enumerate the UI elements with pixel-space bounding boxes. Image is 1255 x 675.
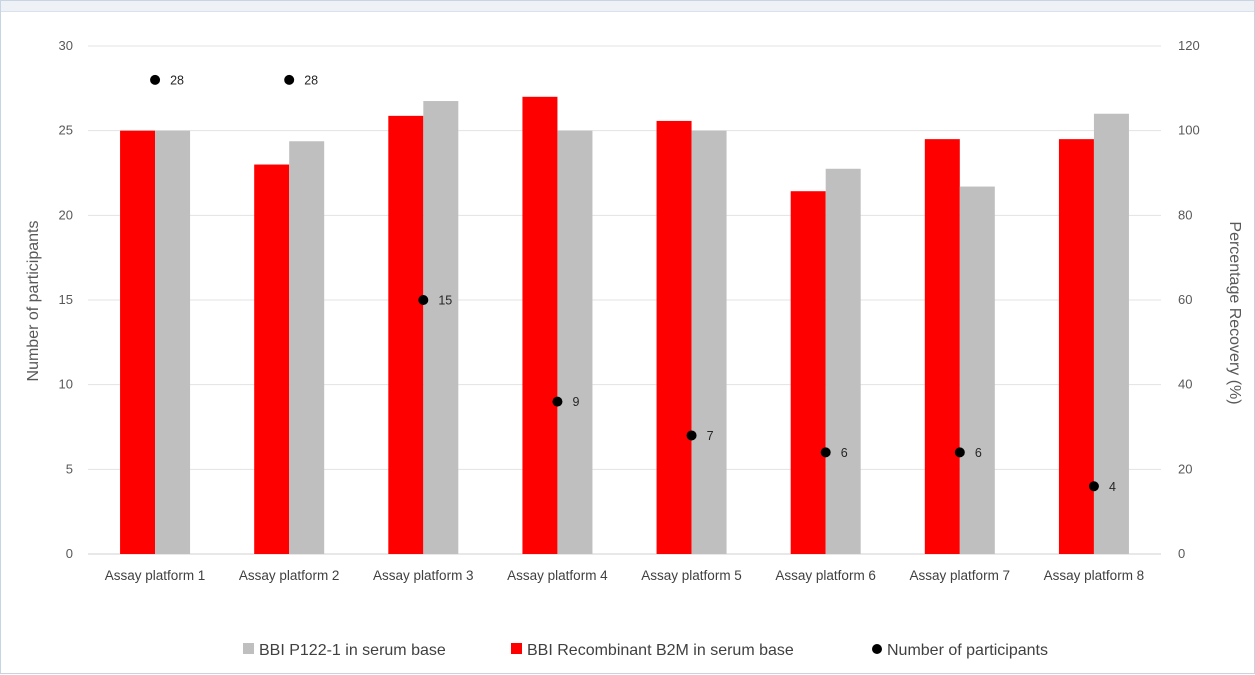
bar-recombinant-b2m bbox=[924, 139, 960, 554]
category-label: Assay platform 5 bbox=[641, 568, 742, 583]
participant-point bbox=[686, 430, 697, 441]
bar-recombinant-b2m bbox=[388, 115, 424, 554]
participant-data-label: 6 bbox=[841, 446, 848, 460]
right-axis-ticks: 0 20 40 60 80 100 120 bbox=[1178, 38, 1200, 561]
legend-marker-participants bbox=[872, 644, 882, 654]
bar-recombinant-b2m bbox=[656, 120, 692, 555]
left-axis-ticks: 0 5 10 15 20 25 30 bbox=[59, 38, 73, 561]
legend-label: BBI Recombinant B2M in serum base bbox=[527, 642, 794, 659]
bar-series bbox=[120, 96, 1129, 555]
participant-point bbox=[1088, 481, 1099, 492]
category-label: Assay platform 8 bbox=[1044, 568, 1145, 583]
left-tick-label: 15 bbox=[59, 292, 73, 307]
participant-data-label: 4 bbox=[1109, 480, 1116, 494]
participant-point bbox=[150, 74, 161, 85]
bar-p122-1 bbox=[557, 130, 593, 554]
legend: BBI P122-1 in serum base BBI Recombinant … bbox=[243, 642, 1048, 659]
participant-data-label: 28 bbox=[304, 73, 318, 87]
right-tick-label: 60 bbox=[1178, 292, 1192, 307]
bar-recombinant-b2m bbox=[120, 130, 156, 554]
category-label: Assay platform 2 bbox=[239, 568, 340, 583]
category-label: Assay platform 4 bbox=[507, 568, 608, 583]
bar-p122-1 bbox=[1093, 113, 1129, 554]
participant-markers: 28 28 15 9 7 6 6 4 bbox=[150, 73, 1116, 494]
category-label: Assay platform 1 bbox=[105, 568, 206, 583]
bar-recombinant-b2m bbox=[790, 191, 826, 554]
participant-point bbox=[820, 447, 831, 458]
right-tick-label: 40 bbox=[1178, 377, 1192, 392]
participant-point bbox=[284, 74, 295, 85]
bar-recombinant-b2m bbox=[1058, 139, 1094, 554]
legend-swatch bbox=[243, 643, 254, 654]
gridlines bbox=[88, 45, 1161, 555]
right-tick-label: 20 bbox=[1178, 461, 1192, 476]
participant-data-label: 15 bbox=[438, 294, 452, 308]
legend-label: Number of participants bbox=[887, 642, 1048, 659]
left-axis-title: Number of participants bbox=[25, 221, 42, 382]
bar-recombinant-b2m bbox=[254, 164, 290, 555]
right-tick-label: 0 bbox=[1178, 546, 1185, 561]
category-label: Assay platform 7 bbox=[910, 568, 1011, 583]
participant-data-label: 7 bbox=[707, 429, 714, 443]
frame-top-border bbox=[1, 1, 1254, 12]
category-label: Assay platform 6 bbox=[775, 568, 876, 583]
category-labels: Assay platform 1 Assay platform 2 Assay pl… bbox=[105, 568, 1144, 583]
participant-point bbox=[418, 295, 429, 305]
left-tick-label: 0 bbox=[66, 546, 73, 561]
bar-p122-1 bbox=[691, 130, 727, 554]
bar-p122-1 bbox=[959, 186, 995, 554]
left-tick-label: 30 bbox=[59, 38, 73, 53]
left-tick-label: 10 bbox=[59, 377, 73, 392]
left-tick-label: 20 bbox=[59, 207, 73, 222]
right-tick-label: 80 bbox=[1178, 207, 1192, 222]
participant-point bbox=[954, 447, 965, 458]
legend-label: BBI P122-1 in serum base bbox=[259, 642, 446, 659]
participant-data-label: 9 bbox=[572, 395, 579, 409]
bar-p122-1 bbox=[155, 130, 191, 554]
right-tick-label: 100 bbox=[1178, 123, 1200, 138]
participant-data-label: 28 bbox=[170, 73, 184, 87]
bar-recombinant-b2m bbox=[522, 96, 558, 555]
right-axis-title: Percentage Recovery (%) bbox=[1226, 221, 1243, 404]
bar-p122-1 bbox=[289, 141, 325, 554]
left-tick-label: 25 bbox=[59, 123, 73, 138]
bar-p122-1 bbox=[825, 168, 861, 554]
left-tick-label: 5 bbox=[66, 461, 73, 476]
legend-swatch bbox=[511, 643, 522, 654]
bar-p122-1 bbox=[423, 101, 459, 555]
participant-data-label: 6 bbox=[975, 446, 982, 460]
right-tick-label: 120 bbox=[1178, 38, 1200, 53]
category-label: Assay platform 3 bbox=[373, 568, 474, 583]
participant-point bbox=[552, 396, 563, 407]
